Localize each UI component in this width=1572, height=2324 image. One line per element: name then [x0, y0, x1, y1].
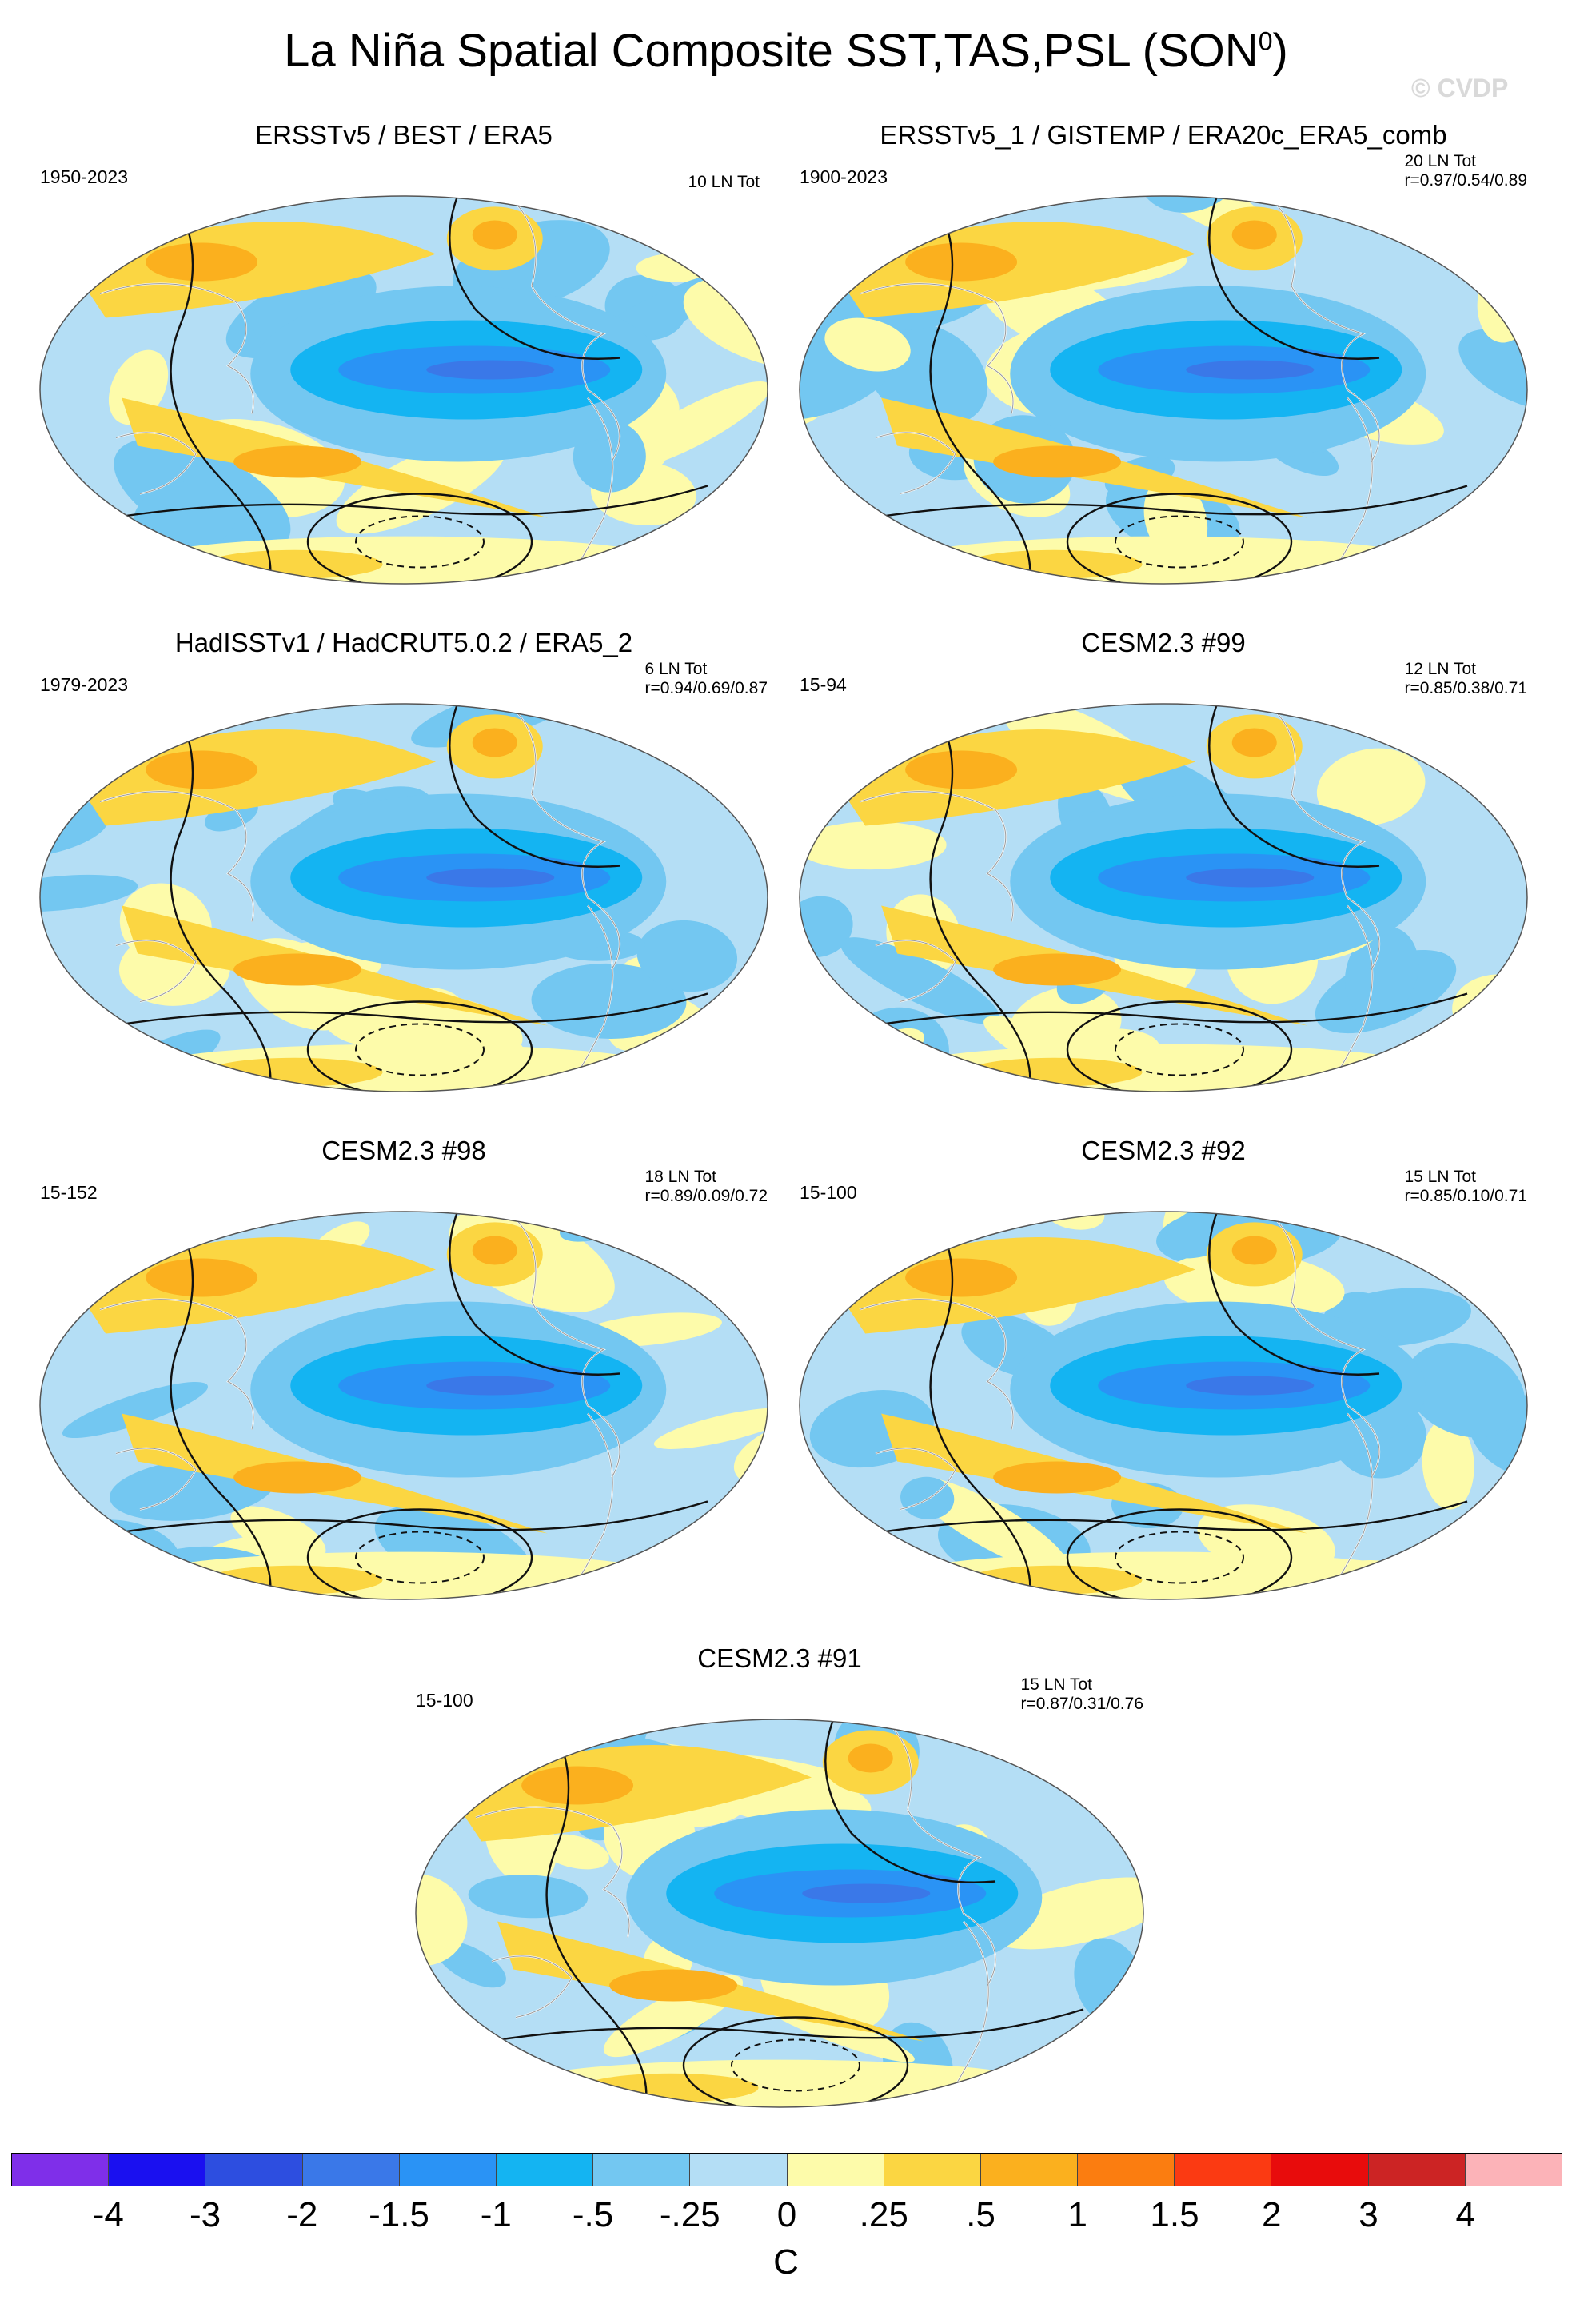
colorbar-tick: 4 — [1455, 2195, 1475, 2234]
colorbar-swatch — [1465, 2154, 1562, 2186]
panel-title: CESM2.3 #92 — [1081, 1136, 1246, 1165]
map-field — [800, 1212, 1527, 1599]
map-field — [40, 1212, 768, 1599]
colorbar-swatch — [980, 2154, 1079, 2186]
colorbar-tick: -1.5 — [369, 2195, 429, 2234]
colorbar-tick: -2 — [286, 2195, 318, 2234]
colorbar-tick-labels: -4 -3 -2 -1.5 -1 -.5 -.25 0 .25 .5 1 1.5 2 3 4 — [11, 2195, 1562, 2235]
panel-event-count: 12 LN Tot r=0.85/0.38/0.71 — [1404, 660, 1527, 698]
colorbar-swatch — [593, 2154, 691, 2186]
panel-pattern-correlation: r=0.87/0.31/0.76 — [1020, 1695, 1143, 1713]
map-panel-7: CESM2.3 #91 15-100 15 LN Tot r=0.87/0.31/0.… — [408, 1643, 1151, 2131]
map-panel-4: CESM2.3 #99 15-94 12 LN Tot r=0.85/0.38/0.7… — [792, 628, 1535, 1116]
sst-composite-map — [39, 703, 768, 1092]
colorbar-swatch — [1271, 2154, 1369, 2186]
panel-pattern-correlation: r=0.97/0.54/0.89 — [1404, 171, 1527, 190]
colorbar-swatch — [787, 2154, 884, 2186]
panel-count-label: 20 LN Tot — [1404, 152, 1476, 170]
colorbar-swatch — [1078, 2154, 1175, 2186]
map-field — [800, 704, 1527, 1092]
cvdp-credit: © CVDP — [1411, 74, 1509, 102]
map-field — [40, 704, 768, 1092]
map-panel-1: ERSSTv5 / BEST / ERA5 1950-2023 10 LN Tot — [32, 120, 776, 608]
colorbar-tick: -.5 — [572, 2195, 614, 2234]
panel-count-label: 15 LN Tot — [1020, 1675, 1092, 1694]
colorbar-tick: -1 — [480, 2195, 512, 2234]
sst-composite-map — [415, 1719, 1144, 2108]
sst-composite-map — [799, 1211, 1528, 1600]
panel-event-count: 18 LN Tot r=0.89/0.09/0.72 — [644, 1168, 768, 1206]
colorbar-tick: -.25 — [659, 2195, 720, 2234]
panel-pattern-correlation: r=0.94/0.69/0.87 — [644, 679, 768, 697]
panel-count-label: 18 LN Tot — [644, 1168, 716, 1186]
panel-period: 15-94 — [800, 674, 847, 695]
panel-event-count: 6 LN Tot r=0.94/0.69/0.87 — [644, 660, 768, 698]
map-panel-3: HadISSTv1 / HadCRUT5.0.2 / ERA5_2 1979-20… — [32, 628, 776, 1116]
panel-title: ERSSTv5_1 / GISTEMP / ERA20c_ERA5_comb — [880, 120, 1447, 150]
map-field — [800, 196, 1527, 584]
panel-pattern-correlation: r=0.85/0.10/0.71 — [1404, 1187, 1527, 1205]
colorbar-tick: 1.5 — [1150, 2195, 1199, 2234]
colorbar-swatch — [12, 2154, 110, 2186]
colorbar-tick: 3 — [1359, 2195, 1378, 2234]
panel-count-label: 15 LN Tot — [1404, 1168, 1476, 1186]
figure-title-superscript: 0 — [1258, 26, 1273, 56]
panel-title: HadISSTv1 / HadCRUT5.0.2 / ERA5_2 — [174, 628, 633, 657]
panel-period: 1950-2023 — [40, 166, 128, 187]
figure-title: La Niña Spatial Composite SST,TAS,PSL (S… — [284, 25, 1288, 77]
map-panel-5: CESM2.3 #98 15-152 18 LN Tot r=0.89/0.09/0.… — [32, 1136, 776, 1623]
panel-period: 15-100 — [800, 1182, 857, 1203]
colorbar — [11, 2153, 1562, 2186]
sst-composite-map — [39, 1211, 768, 1600]
panel-period: 1900-2023 — [800, 166, 888, 187]
panel-event-count: 20 LN Tot r=0.97/0.54/0.89 — [1404, 152, 1527, 190]
sst-composite-map — [799, 703, 1528, 1092]
panel-title: ERSSTv5 / BEST / ERA5 — [255, 120, 553, 150]
panel-count-label: 12 LN Tot — [1404, 660, 1476, 678]
map-panel-6: CESM2.3 #92 15-100 15 LN Tot r=0.85/0.10/0.… — [792, 1136, 1535, 1623]
sst-composite-map — [39, 195, 768, 585]
colorbar-tick: -3 — [189, 2195, 221, 2234]
panel-period: 1979-2023 — [40, 674, 128, 695]
colorbar-tick: 1 — [1067, 2195, 1087, 2234]
panel-title: CESM2.3 #98 — [321, 1136, 486, 1165]
colorbar-swatch — [399, 2154, 497, 2186]
panel-period: 15-100 — [416, 1690, 473, 1711]
colorbar-tick: 2 — [1262, 2195, 1282, 2234]
panel-event-count: 15 LN Tot r=0.85/0.10/0.71 — [1404, 1168, 1527, 1206]
panel-event-count: 10 LN Tot — [688, 173, 760, 192]
colorbar-swatch — [690, 2154, 788, 2186]
panel-pattern-correlation: r=0.89/0.09/0.72 — [644, 1187, 768, 1205]
colorbar-tick: .5 — [966, 2195, 995, 2234]
colorbar-swatch — [205, 2154, 303, 2186]
sst-composite-map — [799, 195, 1528, 585]
map-field — [40, 196, 768, 584]
panel-event-count: 15 LN Tot r=0.87/0.31/0.76 — [1020, 1675, 1143, 1714]
colorbar-swatch — [884, 2154, 981, 2186]
colorbar-tick: -4 — [92, 2195, 124, 2234]
map-panel-2: ERSSTv5_1 / GISTEMP / ERA20c_ERA5_comb 19… — [792, 120, 1535, 608]
colorbar-swatch — [496, 2154, 594, 2186]
panel-title: CESM2.3 #99 — [1081, 628, 1246, 657]
colorbar-swatch — [1175, 2154, 1272, 2186]
map-field — [416, 1719, 1143, 2107]
panel-title: CESM2.3 #91 — [697, 1643, 862, 1673]
colorbar-swatch — [302, 2154, 400, 2186]
panel-pattern-correlation: r=0.85/0.38/0.71 — [1404, 679, 1527, 697]
colorbar-swatch — [1368, 2154, 1466, 2186]
panel-count-label: 6 LN Tot — [644, 660, 708, 678]
colorbar-tick: .25 — [859, 2195, 908, 2234]
panel-count-label: 10 LN Tot — [688, 173, 760, 191]
colorbar-unit: C — [773, 2242, 799, 2282]
panel-period: 15-152 — [40, 1182, 98, 1203]
colorbar-tick: 0 — [776, 2195, 797, 2234]
colorbar-swatch — [109, 2154, 206, 2186]
